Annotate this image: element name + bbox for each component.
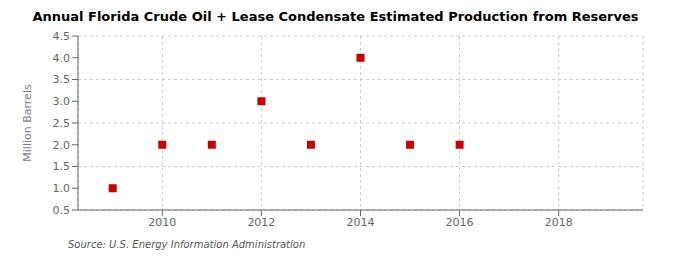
svg-text:Million Barrels: Million Barrels: [21, 84, 34, 162]
svg-text:2.0: 2.0: [53, 139, 71, 152]
svg-text:2.5: 2.5: [53, 117, 71, 130]
svg-text:1.5: 1.5: [53, 160, 71, 173]
svg-text:4.0: 4.0: [53, 52, 71, 65]
html-text:Annual Florida Crude Oil + Lea: Annual Florida Crude Oil + Lease Condens…: [32, 9, 639, 24]
svg-text:2010: 2010: [148, 216, 176, 229]
svg-text:2012: 2012: [247, 216, 275, 229]
html-text:Source: U.S. Energy Informatio: Source: U.S. Energy Information Administ…: [68, 239, 306, 250]
svg-text:2014: 2014: [347, 216, 375, 229]
svg-text:2016: 2016: [446, 216, 474, 229]
svg-text:1.0: 1.0: [53, 182, 71, 195]
svg-text:3.5: 3.5: [53, 73, 71, 86]
svg-text:4.5: 4.5: [53, 30, 71, 43]
svg-text:3.0: 3.0: [53, 95, 71, 108]
svg-text:2018: 2018: [545, 216, 573, 229]
svg-text:0.5: 0.5: [53, 204, 71, 217]
